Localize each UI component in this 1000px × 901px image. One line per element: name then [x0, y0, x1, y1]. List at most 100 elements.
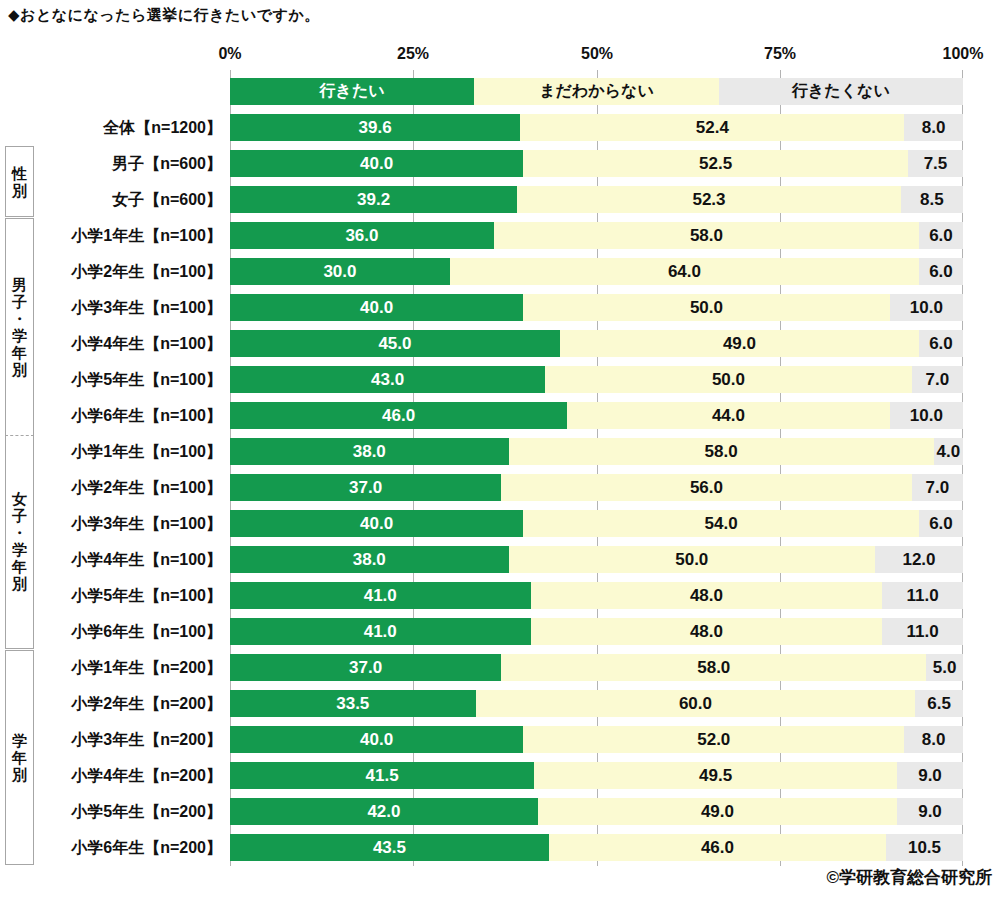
chart-title: ◆おとなになったら選挙に行きたいですか。	[8, 6, 320, 25]
value-label: 50.0	[675, 550, 708, 570]
value-label: 5.0	[933, 658, 957, 678]
bar-segment: 6.0	[919, 222, 963, 249]
bar-segment: 54.0	[523, 510, 919, 537]
value-label: 8.0	[922, 730, 946, 750]
bar-row: 45.049.06.0	[230, 330, 963, 357]
value-label: 6.5	[927, 694, 951, 714]
bar-row: 40.052.57.5	[230, 150, 963, 177]
group-label-box: 男子・学年別女子・学年別	[5, 218, 34, 649]
axis-tick-label: 0%	[218, 45, 241, 63]
value-label: 49.5	[699, 766, 732, 786]
value-label: 42.0	[367, 802, 400, 822]
bar-segment: 39.2	[230, 186, 517, 213]
value-label: 9.0	[918, 766, 942, 786]
bar-row: 38.0 58.04.0	[230, 438, 963, 465]
bar-row: 39.2 52.3 8.5	[230, 186, 963, 213]
bar-segment: 11.0	[882, 618, 963, 645]
value-label: 10.0	[910, 406, 943, 426]
bar-row: 38.050.012.0	[230, 546, 963, 573]
bar-segment: 9.0	[897, 762, 963, 789]
copyright: ©学研教育総合研究所	[826, 866, 992, 889]
value-label: 40.0	[360, 514, 393, 534]
value-label: 11.0	[907, 586, 939, 606]
value-label: 43.0	[371, 370, 404, 390]
group-label: 学年別	[6, 651, 33, 864]
plot-area: 行きたい まだわからない 行きたくない 39.652.48.040.052.57…	[230, 70, 963, 866]
bar-segment: 49.5	[534, 762, 897, 789]
bar-row: 42.049.09.0	[230, 798, 963, 825]
bar-segment: 43.5	[230, 834, 549, 861]
value-label: 38.0	[353, 550, 386, 570]
value-label: 30.0	[323, 262, 356, 282]
group-label-box: 性別	[5, 146, 34, 217]
value-label: 58.0	[697, 658, 730, 678]
value-label: 56.0	[690, 478, 723, 498]
value-label: 46.0	[382, 406, 415, 426]
value-label: 11.0	[907, 622, 939, 642]
value-label: 54.0	[705, 514, 738, 534]
bar-segment: 46.0	[230, 402, 567, 429]
bar-row: 40.0 54.0 6.0	[230, 510, 963, 537]
value-label: 43.5	[373, 838, 406, 858]
bar-segment: 52.0	[523, 726, 904, 753]
value-label: 50.0	[690, 298, 723, 318]
value-label: 6.0	[929, 262, 953, 282]
bar-segment: 6.0	[919, 258, 963, 285]
value-label: 41.0	[364, 622, 397, 642]
value-label: 48.0	[690, 622, 723, 642]
value-label: 58.0	[690, 226, 723, 246]
bar-segment: 5.0	[926, 654, 963, 681]
value-label: 50.0	[712, 370, 745, 390]
bar-segment: 36.0	[230, 222, 494, 249]
bar-row: 43.546.010.5	[230, 834, 963, 861]
bar-segment: 50.0	[523, 294, 890, 321]
axis-tick-label: 100%	[943, 45, 984, 63]
value-label: 38.0	[353, 442, 386, 462]
legend-item-unsure: まだわからない	[474, 78, 718, 105]
bar-row: 30.0 64.0 6.0	[230, 258, 963, 285]
bar-row: 40.0 52.0 8.0	[230, 726, 963, 753]
bar-segment: 6.0	[919, 330, 963, 357]
bar-segment: 52.3	[517, 186, 900, 213]
bar-segment: 50.0	[509, 546, 876, 573]
bar-segment: 46.0	[549, 834, 886, 861]
bar-segment: 7.5	[908, 150, 963, 177]
bar-segment: 58.0	[509, 438, 934, 465]
bar-segment: 48.0	[531, 618, 883, 645]
value-label: 7.0	[926, 370, 950, 390]
value-label: 36.0	[345, 226, 378, 246]
value-label: 7.5	[924, 154, 948, 174]
value-label: 49.0	[723, 334, 756, 354]
value-label: 4.0	[936, 442, 960, 462]
value-label: 41.0	[364, 586, 397, 606]
bar-segment: 40.0	[230, 726, 523, 753]
bar-segment: 38.0	[230, 546, 509, 573]
value-label: 33.5	[336, 694, 369, 714]
group-label: 男子・学年別	[6, 219, 33, 435]
value-label: 41.5	[366, 766, 399, 786]
bar-segment: 64.0	[450, 258, 919, 285]
legend: 行きたい まだわからない 行きたくない	[230, 78, 963, 105]
value-label: 8.5	[920, 190, 944, 210]
bar-segment: 8.0	[904, 114, 963, 141]
value-label: 9.0	[918, 802, 942, 822]
survey-stacked-bar-chart: ◆おとなになったら選挙に行きたいですか。 0% 25% 50% 75% 100%…	[0, 0, 1000, 901]
bar-row: 46.044.010.0	[230, 402, 963, 429]
value-label: 52.0	[697, 730, 730, 750]
bar-row: 41.5 49.5 9.0	[230, 762, 963, 789]
value-label: 39.2	[357, 190, 390, 210]
bar-segment: 43.0	[230, 366, 545, 393]
value-label: 6.0	[929, 514, 953, 534]
bar-row: 36.0 58.0 6.0	[230, 222, 963, 249]
bar-row: 41.048.011.0	[230, 582, 963, 609]
value-label: 64.0	[668, 262, 701, 282]
bar-segment: 41.0	[230, 582, 531, 609]
axis-tick-label: 25%	[397, 45, 429, 63]
bar-segment: 11.0	[882, 582, 963, 609]
bar-segment: 6.0	[919, 510, 963, 537]
value-label: 37.0	[349, 478, 382, 498]
bar-segment: 7.0	[912, 474, 963, 501]
bar-segment: 40.0	[230, 510, 523, 537]
value-label: 46.0	[701, 838, 734, 858]
bar-segment: 30.0	[230, 258, 450, 285]
